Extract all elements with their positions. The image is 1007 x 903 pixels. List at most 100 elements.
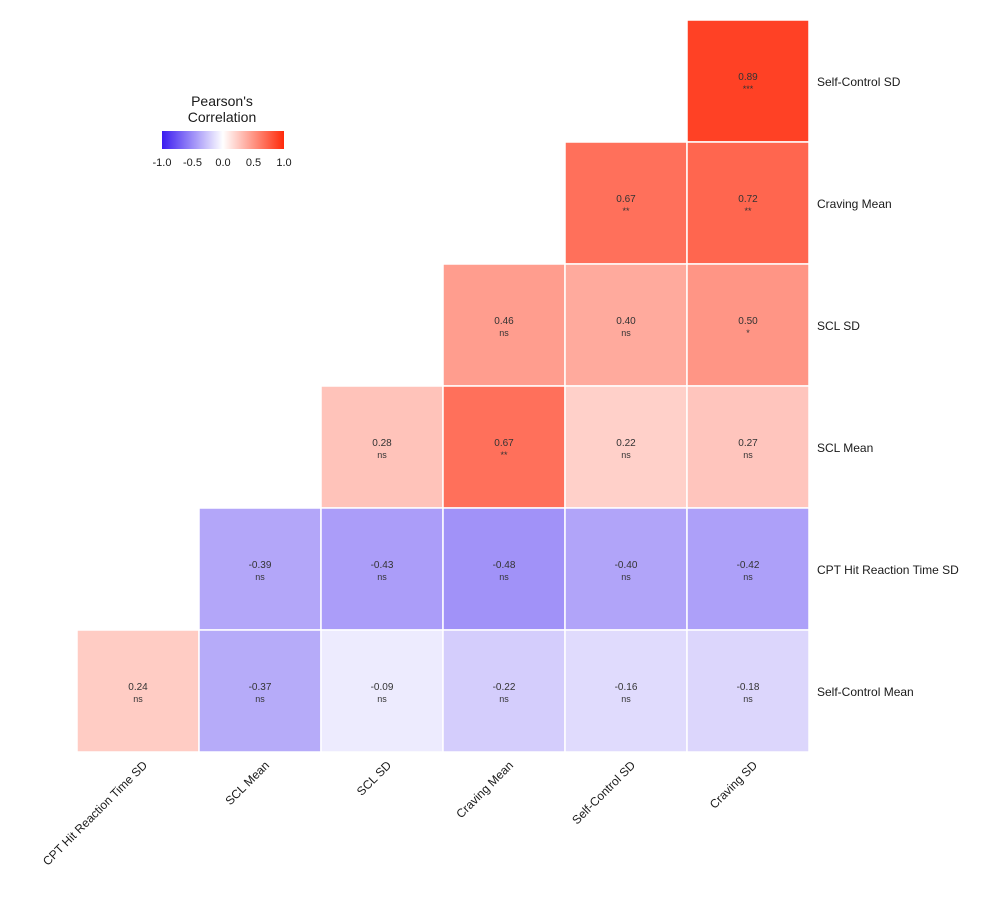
cell-value-label: 0.28 bbox=[372, 438, 392, 449]
heatmap-cell-rect bbox=[320, 629, 444, 753]
heatmap-cell-rect bbox=[686, 507, 810, 631]
cell-value-label: -0.22 bbox=[493, 682, 516, 693]
cell-value-label: -0.37 bbox=[249, 682, 272, 693]
heatmap-cell-rect bbox=[686, 19, 810, 143]
heatmap-cell-rect bbox=[564, 263, 688, 387]
column-label: Craving Mean bbox=[453, 758, 516, 821]
cell-significance-label: ns bbox=[743, 694, 753, 704]
cell-value-label: -0.39 bbox=[249, 560, 272, 571]
heatmap-cell: 0.89*** bbox=[686, 19, 810, 143]
cell-value-label: 0.22 bbox=[616, 438, 636, 449]
heatmap-cell-rect bbox=[686, 629, 810, 753]
legend-title-line2: Correlation bbox=[188, 109, 256, 125]
legend: Pearson's Correlation -1.0 -0.5 0.0 0.5 1.0 bbox=[153, 93, 292, 169]
row-label: CPT Hit Reaction Time SD bbox=[817, 563, 959, 577]
heatmap-cell: 0.67** bbox=[442, 385, 566, 509]
row-labels: Self-Control SD Craving Mean SCL SD SCL Mea… bbox=[817, 75, 959, 699]
cell-value-label: 0.24 bbox=[128, 682, 148, 693]
cell-significance-label: ns bbox=[743, 572, 753, 582]
row-label: Craving Mean bbox=[817, 197, 892, 211]
legend-tick-label: -0.5 bbox=[183, 157, 202, 169]
cell-value-label: -0.16 bbox=[615, 682, 638, 693]
cell-significance-label: ns bbox=[499, 328, 509, 338]
row-label: SCL Mean bbox=[817, 441, 873, 455]
heatmap-cell-rect bbox=[686, 141, 810, 265]
heatmap-cell-rect bbox=[686, 263, 810, 387]
cell-significance-label: ** bbox=[744, 206, 752, 216]
cell-value-label: 0.40 bbox=[616, 316, 636, 327]
cell-significance-label: *** bbox=[743, 84, 754, 94]
cell-significance-label: ns bbox=[621, 694, 631, 704]
heatmap-cell-rect bbox=[442, 629, 566, 753]
heatmap-cell-rect bbox=[320, 507, 444, 631]
legend-tick-label: 0.0 bbox=[215, 157, 230, 169]
legend-tick-label: -1.0 bbox=[153, 157, 172, 169]
cell-value-label: 0.46 bbox=[494, 316, 514, 327]
cell-value-label: 0.67 bbox=[494, 438, 514, 449]
heatmap-cell: 0.67** bbox=[564, 141, 688, 265]
cell-significance-label: ns bbox=[499, 694, 509, 704]
heatmap-cell-rect bbox=[564, 141, 688, 265]
heatmap-cell-rect bbox=[198, 629, 322, 753]
cell-significance-label: ns bbox=[377, 572, 387, 582]
cell-value-label: 0.50 bbox=[738, 316, 758, 327]
heatmap-cell-rect bbox=[442, 385, 566, 509]
heatmap-cell-rect bbox=[442, 507, 566, 631]
cell-value-label: 0.27 bbox=[738, 438, 758, 449]
cell-value-label: -0.48 bbox=[493, 560, 516, 571]
cell-significance-label: ns bbox=[377, 450, 387, 460]
cell-value-label: -0.09 bbox=[371, 682, 394, 693]
legend-colorbar bbox=[162, 131, 284, 149]
column-label: SCL Mean bbox=[222, 758, 272, 808]
cell-significance-label: ns bbox=[255, 694, 265, 704]
heatmap-cell: 0.50* bbox=[686, 263, 810, 387]
column-labels: CPT Hit Reaction Time SD SCL Mean SCL SD Cr… bbox=[40, 758, 760, 868]
cell-significance-label: ns bbox=[255, 572, 265, 582]
cell-value-label: -0.43 bbox=[371, 560, 394, 571]
cell-significance-label: * bbox=[746, 328, 750, 338]
legend-title-line1: Pearson's bbox=[191, 93, 253, 109]
heatmap-cell: 0.72** bbox=[686, 141, 810, 265]
cell-significance-label: ns bbox=[133, 694, 143, 704]
cell-value-label: -0.40 bbox=[615, 560, 638, 571]
cell-significance-label: ns bbox=[621, 450, 631, 460]
cell-significance-label: ns bbox=[377, 694, 387, 704]
row-label: Self-Control SD bbox=[817, 75, 901, 89]
column-label: CPT Hit Reaction Time SD bbox=[40, 758, 150, 868]
row-label: Self-Control Mean bbox=[817, 685, 914, 699]
legend-tick-label: 0.5 bbox=[246, 157, 261, 169]
heatmap-cell-rect bbox=[564, 629, 688, 753]
column-label: SCL SD bbox=[354, 758, 394, 798]
cell-significance-label: ns bbox=[743, 450, 753, 460]
column-label: Self-Control SD bbox=[569, 758, 638, 827]
cell-significance-label: ns bbox=[621, 572, 631, 582]
cell-value-label: 0.89 bbox=[738, 72, 758, 83]
cell-significance-label: ns bbox=[499, 572, 509, 582]
cell-value-label: -0.18 bbox=[737, 682, 760, 693]
cell-significance-label: ** bbox=[622, 206, 630, 216]
legend-tick-label: 1.0 bbox=[276, 157, 291, 169]
heatmap-cell-rect bbox=[564, 507, 688, 631]
cell-value-label: 0.72 bbox=[738, 194, 758, 205]
cell-significance-label: ** bbox=[500, 450, 508, 460]
heatmap-cell-rect bbox=[76, 629, 200, 753]
heatmap-cell-rect bbox=[442, 263, 566, 387]
cell-significance-label: ns bbox=[621, 328, 631, 338]
cell-value-label: -0.42 bbox=[737, 560, 760, 571]
